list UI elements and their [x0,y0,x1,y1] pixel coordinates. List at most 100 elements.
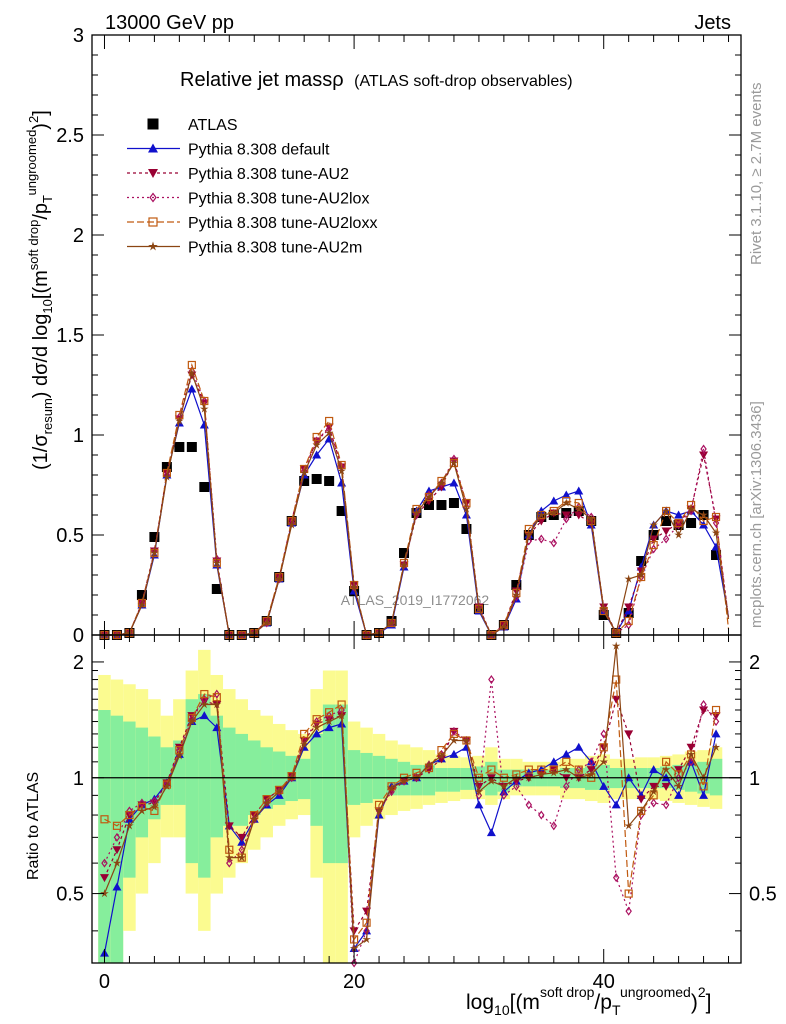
main-ylabel-text: (1/σresum) dσ/d log10[(msoft drop/pTungr… [24,110,55,470]
x-tick-label: 0 [99,971,110,993]
ratio-point-AU2m [686,749,696,758]
ratio-point-AU2m [499,781,509,790]
ratio-series-AU2m [100,641,721,953]
point-AU2loxx [649,540,658,550]
point-ATLAS [686,518,697,528]
band-inner-bin [98,710,111,963]
ratio-point-AU2m [237,853,246,862]
band-inner-bin [422,764,436,796]
ratio-point-AU2m [162,781,172,790]
point-AU2 [649,535,659,544]
band-inner-bin [460,768,473,790]
point-AU2m [649,520,658,529]
ratio-point-default [199,711,209,720]
point-AU2m [312,440,321,449]
legend-item-ATLAS: ATLAS [147,117,238,134]
point-AU2m [449,458,459,467]
ratio-point-AU2m [387,783,396,792]
y-tick-label: 3 [73,25,84,47]
point-AU2loxx [624,616,633,626]
y-tick-label: 1 [73,425,84,447]
header-energy: 13000 GeV pp [105,12,234,34]
point-AU2lox [700,444,707,454]
band-inner-bin [235,733,249,826]
point-ATLAS [448,498,459,508]
legend-marker [147,118,159,130]
ratio-point-default [599,781,609,790]
band-inner-bin [123,721,136,878]
legend-item-AU2: Pythia 8.308 tune-AU2 [127,166,349,183]
point-AU2m [437,478,446,487]
point-AU2m [337,466,346,475]
ratio-point-AU2m [225,853,234,862]
ratio-point-AU2m [112,858,122,867]
ratio-point-AU2m [474,787,484,796]
ratio-point-AU2loxx [300,729,309,739]
point-AU2m [699,510,708,519]
ratio-point-AU2m [312,723,321,732]
ratio-point-default [549,757,559,766]
point-AU2lox [550,538,558,548]
ratio-point-default [561,749,571,758]
ratio-point-AU2loxx [487,765,496,774]
ratio-point-AU2loxx [200,689,209,699]
point-AU2m [387,618,396,627]
ratio-point-AU2lox [513,781,520,791]
ratio-point-AU2m [611,641,621,650]
point-AU2m [674,530,683,539]
ratio-y-tick-label-right: 2 [749,652,760,674]
point-ATLAS [336,506,347,516]
point-AU2 [624,603,634,612]
legend-label: Pythia 8.308 tune-AU2 [188,166,349,183]
point-default [312,450,322,459]
point-AU2lox [563,514,570,524]
point-AU2loxx [674,518,683,528]
point-AU2m [162,472,172,481]
ratio-point-AU2loxx [112,821,122,830]
ratio-point-AU2m [200,700,209,709]
point-ATLAS [199,482,210,492]
y-tick-label: 2.5 [56,125,84,147]
y-tick-label: 0 [73,625,84,647]
ratio-y-tick-label: 0.5 [56,884,84,906]
point-ATLAS [436,500,447,510]
point-AU2m [399,560,409,569]
point-AU2lox [712,518,720,528]
band-inner-bin [447,768,461,792]
band-inner-bin [310,733,323,826]
ratio-point-AU2m [549,768,559,777]
ratio-point-AU2m [674,781,683,790]
legend: ATLAS Pythia 8.308 default Pythia 8.308 tu… [127,117,377,257]
ratio-point-AU2lox [550,821,558,831]
ratio-point-AU2loxx [574,765,583,774]
point-AU2m [137,600,147,609]
ratio-point-AU2loxx [337,700,346,709]
ratio-point-AU2m [537,770,546,779]
ratio-point-AU2 [611,695,621,704]
legend-item-AU2loxx: Pythia 8.308 tune-AU2loxx [127,215,377,232]
band-inner-bin [322,704,336,864]
ratio-point-AU2 [362,907,372,916]
ratio-point-default [699,790,709,799]
ratio-point-AU2 [174,743,184,752]
ratio-y-tick-label-right: 1 [749,768,760,790]
point-ATLAS [161,462,172,472]
point-AU2loxx [200,396,209,406]
legend-label: Pythia 8.308 tune-AU2lox [188,191,369,208]
ratio-ylabel: Ratio to ATLAS [25,772,42,880]
ratio-point-AU2lox [700,700,707,710]
point-ATLAS [511,580,522,590]
y-tick-label: 2 [73,225,84,247]
point-default [574,486,584,495]
band-inner-bin [198,694,211,878]
ratio-point-default [586,757,596,766]
point-ATLAS [648,530,659,540]
ratio-point-default [112,882,122,891]
ratio-point-AU2 [674,766,684,775]
ratio-y-tick-label: 1 [73,768,84,790]
ratio-point-AU2 [237,833,247,842]
point-AU2lox [538,534,545,544]
point-ATLAS [299,476,310,486]
point-AU2m [324,428,334,437]
